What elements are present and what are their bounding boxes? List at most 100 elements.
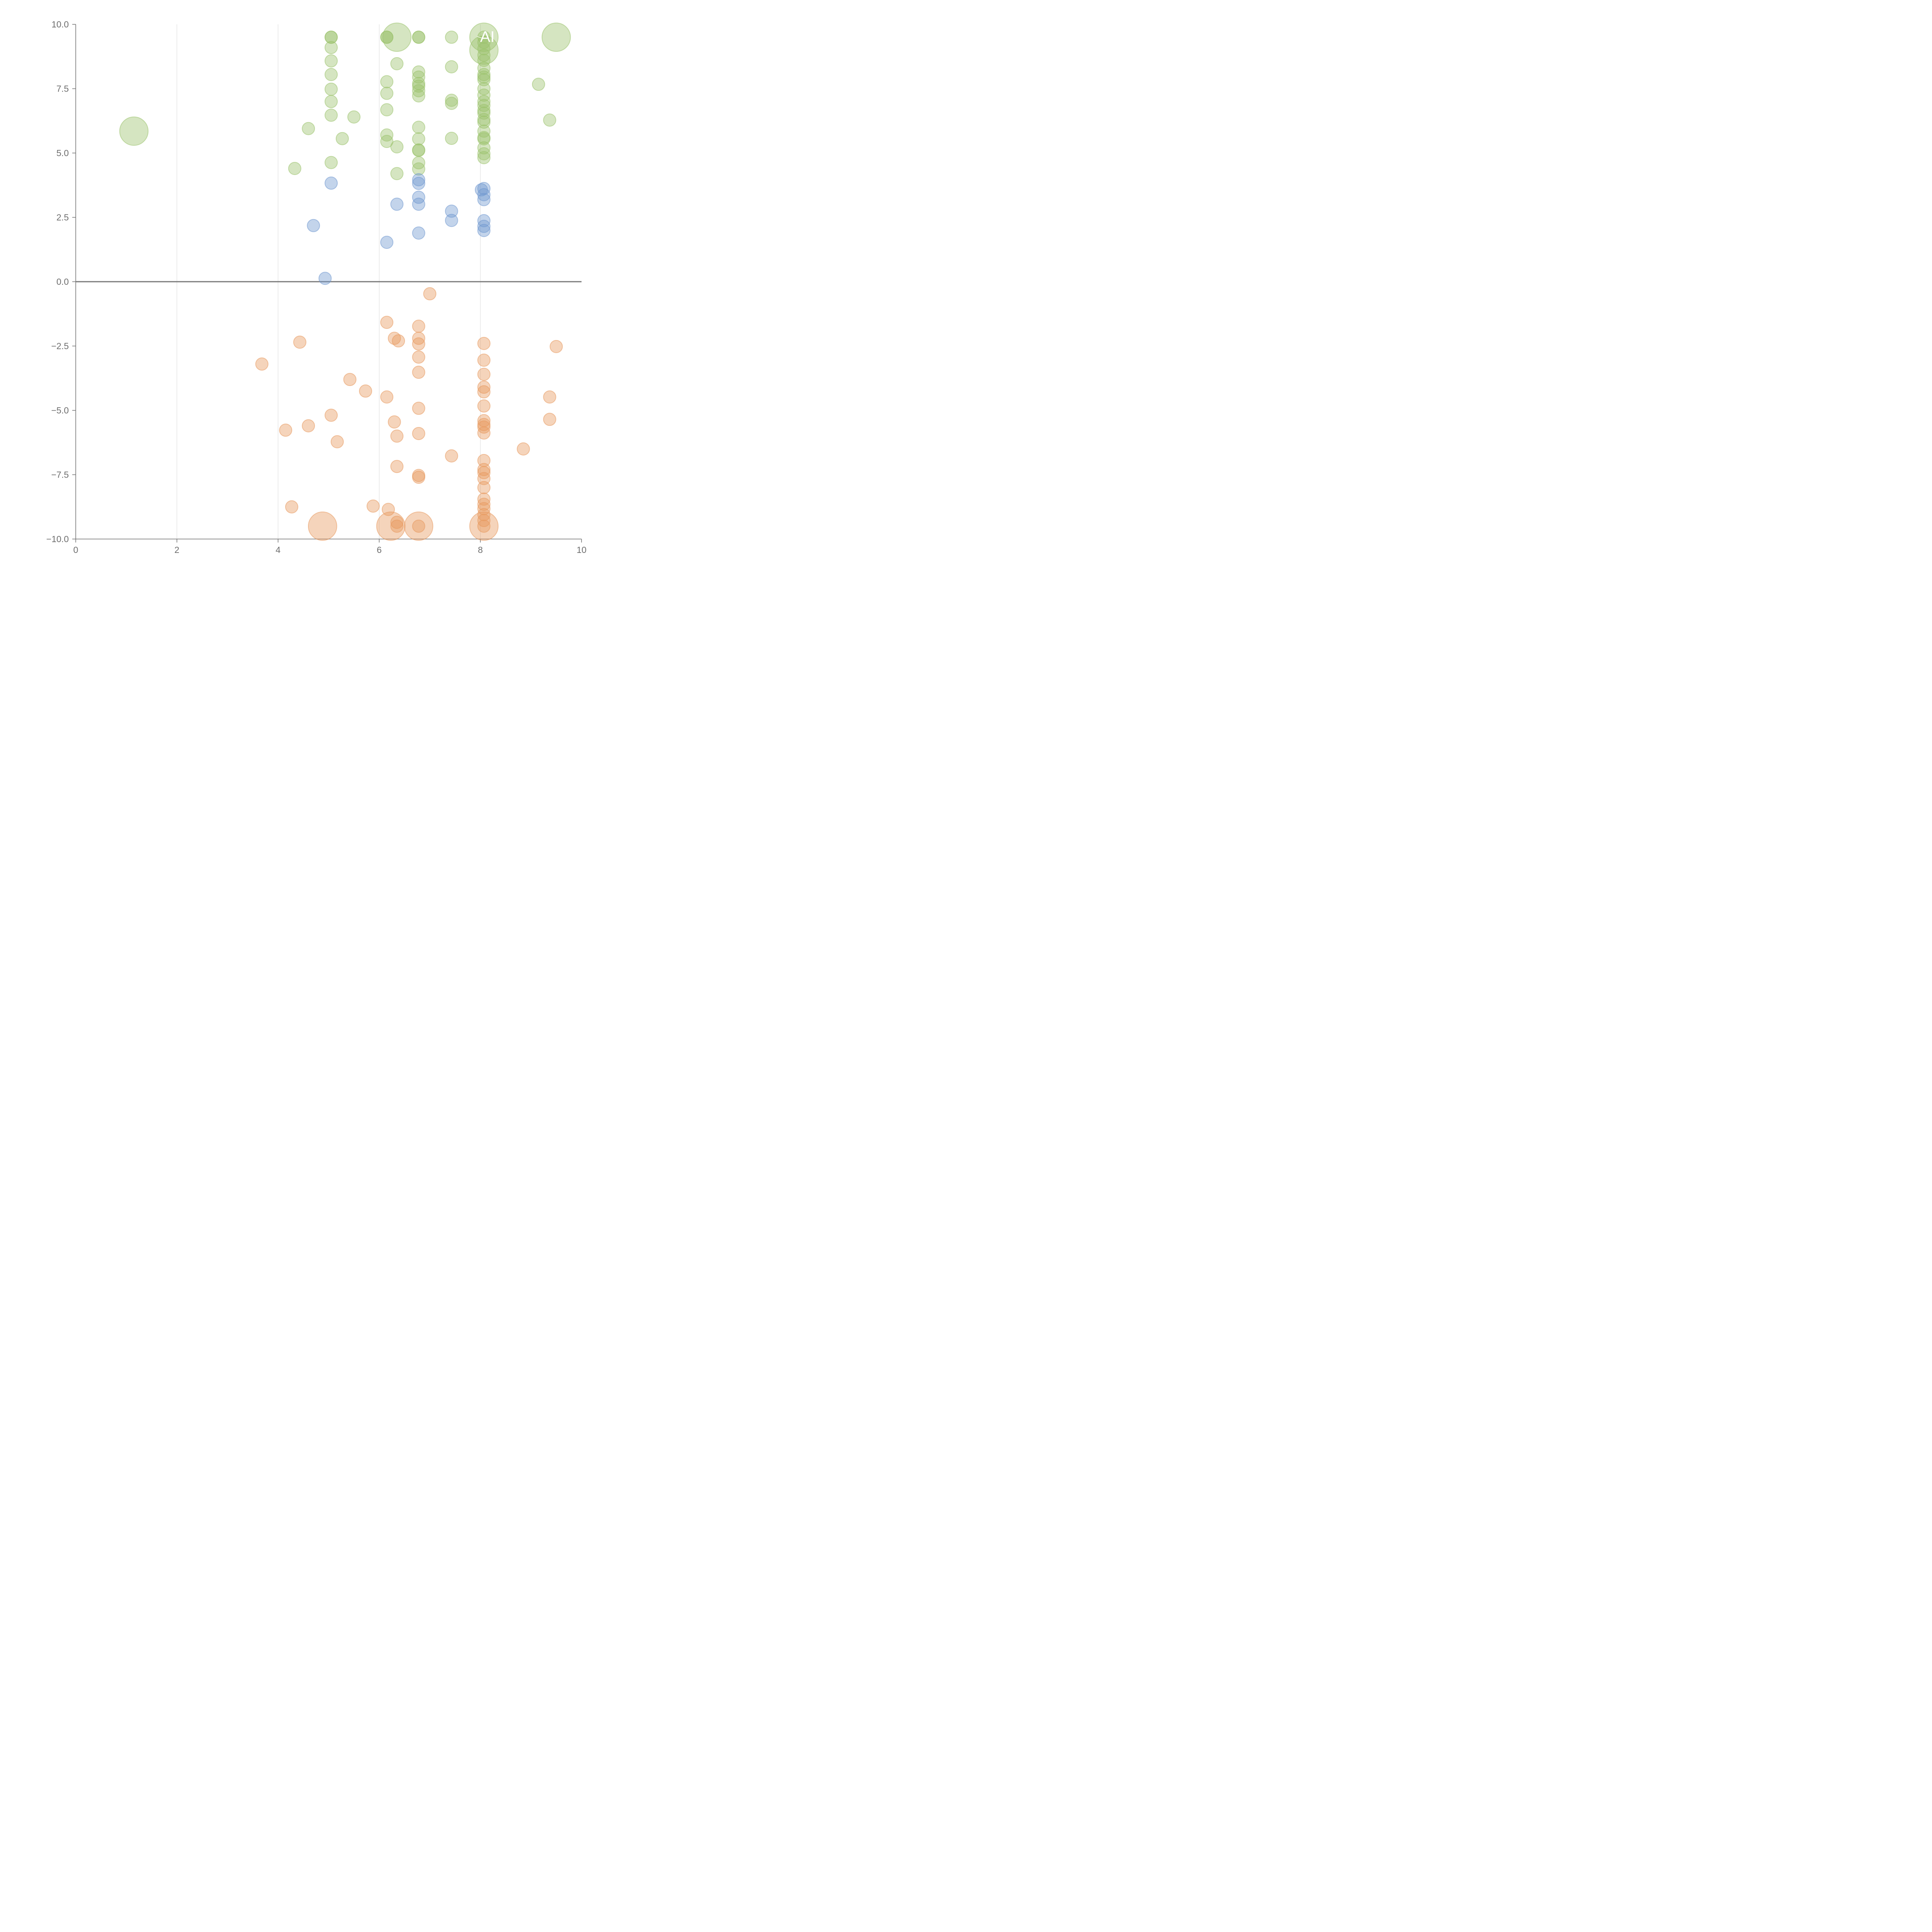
data-point-green [390,167,404,180]
data-point-green [412,79,425,93]
data-point-green [412,84,425,97]
data-point-orange [412,337,425,351]
data-point-green [477,48,491,62]
x-tick-label: 6 [377,545,382,555]
data-point-orange [412,366,425,379]
data-point-orange [445,449,458,463]
data-point-orange [330,435,344,449]
y-tick-label: 7.5 [56,84,69,94]
data-point-green [335,132,349,145]
data-point-orange [293,335,306,349]
data-point-orange [469,511,499,541]
data-point-green [347,110,361,124]
data-point-orange [423,287,437,301]
data-point-blue [390,197,404,211]
data-point-green [477,147,491,160]
data-point-orange [412,519,425,533]
data-point-blue [477,219,491,233]
data-point-green [532,78,545,91]
data-point-green [325,82,338,96]
data-point-green [412,121,425,134]
data-point-green [541,22,571,52]
data-point-orange [477,463,491,476]
data-point-orange [404,511,434,541]
data-point-blue [477,214,491,228]
data-point-green [412,162,425,176]
data-point-green [288,162,301,175]
data-point-orange [477,498,491,511]
data-point-green [412,31,425,44]
data-point-green [390,140,404,154]
data-point-green [477,151,491,164]
data-point-orange [412,332,425,345]
data-point-blue [325,176,338,190]
data-point-green [380,87,394,100]
data-point-orange [412,401,425,415]
data-point-green [325,54,338,68]
data-point-blue [477,193,491,206]
data-point-orange [388,332,401,345]
data-point-orange [390,429,404,443]
data-point-orange [477,367,491,381]
data-point-green [325,68,338,81]
data-point-green [477,132,491,146]
data-point-green [380,31,394,44]
bubble-label: AI [480,28,495,45]
data-point-green [477,31,491,44]
data-point-orange [255,357,269,371]
x-tick-label: 4 [276,545,281,555]
data-point-blue [380,236,394,249]
data-point-green [380,75,394,88]
data-point-blue [412,173,425,187]
data-point-orange [477,472,491,485]
y-tick-label: 0.0 [56,277,69,287]
y-tick-label: −5.0 [51,405,69,415]
data-point-green [325,31,338,44]
data-point-orange [359,384,372,398]
scatter-chart: 0 2 4 6 8 10 10.0 7.5 5.0 2.5 0.0 −2.5 −5.0 −7.5 −10.0… [0,0,598,598]
data-point-orange [477,381,491,394]
data-point-blue [445,204,458,218]
x-tick-label: 0 [73,545,78,555]
y-tick-label: 5.0 [56,148,69,158]
data-point-green [382,22,412,52]
data-point-orange [517,442,530,456]
leader-line [477,36,482,39]
data-point-blue [445,214,458,227]
data-point-green [325,95,338,108]
data-point-green [325,109,338,122]
data-point-green [445,132,458,145]
data-point-orange [343,373,357,386]
data-point-orange [381,503,395,516]
x-tick-label: 10 [577,545,587,555]
data-point-green [412,65,425,79]
data-point-orange [412,471,425,484]
data-point-blue [477,188,491,201]
data-point-orange [285,500,298,514]
data-point-green [477,73,491,87]
data-point-orange [412,350,425,364]
y-tick-label: −7.5 [51,470,69,480]
data-point-green [477,54,491,67]
data-point-orange [390,460,404,473]
data-point-green [412,89,425,103]
data-point-orange [325,408,338,422]
data-point-orange [477,426,491,440]
data-point-orange [380,390,394,404]
data-point-orange [477,354,491,367]
y-tick-label: −2.5 [51,341,69,351]
data-point-orange [390,515,404,529]
data-point-green [390,57,404,70]
data-point-green [325,41,338,54]
data-point-green [445,60,458,73]
data-point-orange [380,316,394,329]
data-point-green [469,22,499,52]
data-point-orange [392,334,405,348]
data-point-orange [549,340,563,353]
data-point-blue [412,177,425,190]
data-point-blue [412,197,425,211]
data-point-green [477,95,491,108]
data-point-blue [412,226,425,240]
y-tick-label: 10.0 [51,19,69,29]
data-point-orange [279,423,293,437]
